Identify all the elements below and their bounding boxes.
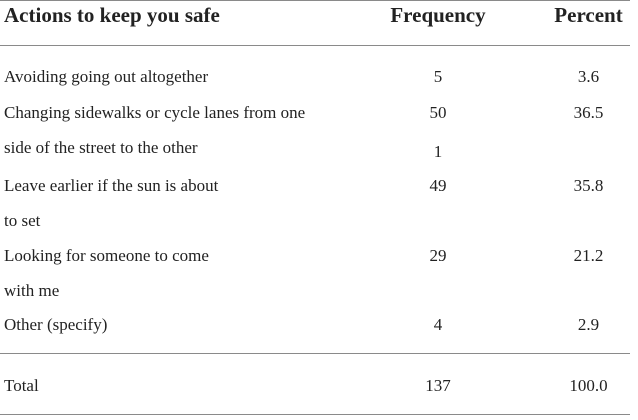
total-rule xyxy=(0,353,630,354)
total-percent: 100.0 xyxy=(569,376,608,395)
table-top-rule xyxy=(0,0,630,1)
table-row-action: Avoiding going out altogether xyxy=(4,67,209,86)
table-row-frequency: 1 xyxy=(433,142,443,161)
table-row-percent: 36.5 xyxy=(573,103,604,122)
table-row-action: to set xyxy=(4,211,41,230)
header-rule xyxy=(0,45,630,46)
table-row-action: Leave earlier if the sun is about xyxy=(4,176,219,195)
table-row-action: Changing sidewalks or cycle lanes from o… xyxy=(4,103,306,122)
table-row-frequency: 50 xyxy=(429,103,447,122)
table-row-percent: 3.6 xyxy=(577,67,600,86)
table-row-frequency: 29 xyxy=(429,246,447,265)
table-row-action: Looking for someone to come xyxy=(4,246,209,265)
total-frequency: 137 xyxy=(425,376,451,395)
table-row-action: with me xyxy=(4,281,60,300)
table-row-percent: 2.9 xyxy=(577,315,600,334)
table-row-frequency: 49 xyxy=(429,176,447,195)
table-bottom-rule xyxy=(0,414,630,415)
header-percent: Percent xyxy=(554,3,623,27)
total-label: Total xyxy=(4,376,39,395)
header-actions: Actions to keep you safe xyxy=(4,3,220,27)
header-frequency: Frequency xyxy=(390,3,486,27)
table-row-action: side of the street to the other xyxy=(4,138,198,157)
table-row-percent: 21.2 xyxy=(573,246,604,265)
table-row-frequency: 4 xyxy=(433,315,443,334)
table-row-action: Other (specify) xyxy=(4,315,108,334)
table-row-frequency: 5 xyxy=(433,67,443,86)
table-row-percent: 35.8 xyxy=(573,176,604,195)
